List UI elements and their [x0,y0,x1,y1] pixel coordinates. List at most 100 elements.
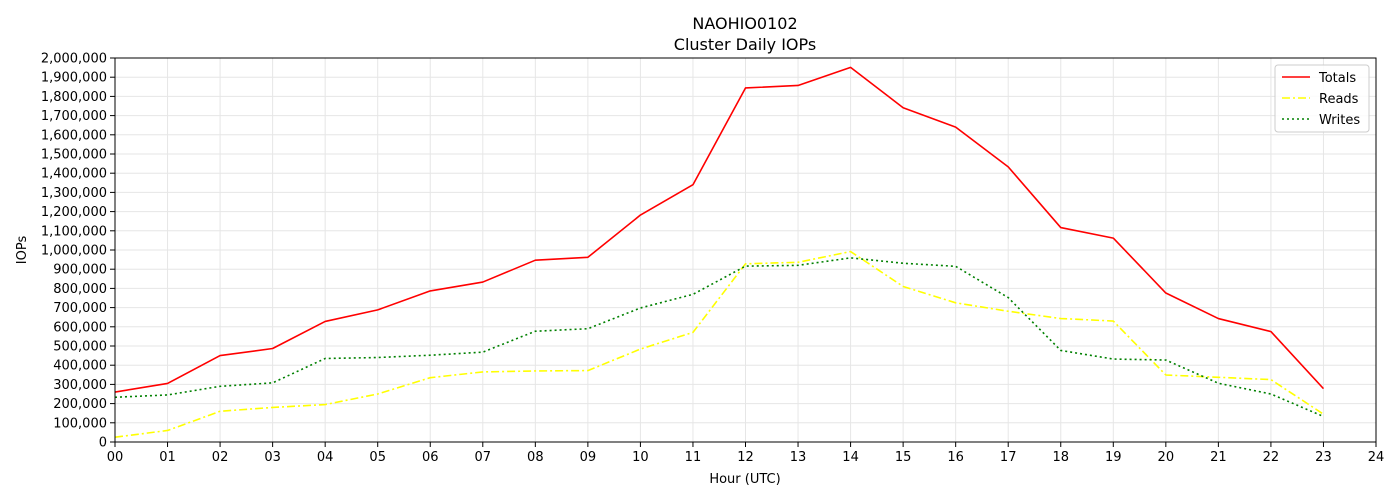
data-point-reads [639,348,641,350]
data-point-writes [377,357,379,359]
data-point-reads [902,285,904,287]
data-point-writes [219,385,221,387]
x-tick-label: 21 [1210,450,1227,465]
data-point-totals [955,126,957,128]
x-tick-label: 24 [1368,450,1385,465]
grid-lines [114,57,1377,443]
data-point-reads [1060,318,1062,320]
y-tick-label: 1,600,000 [41,128,107,143]
y-tick-label: 400,000 [53,359,107,374]
data-point-reads [429,377,431,379]
data-point-writes [272,382,274,384]
y-tick-label: 1,200,000 [41,205,107,220]
x-tick-label: 11 [685,450,702,465]
data-point-writes [1322,415,1324,417]
data-point-totals [429,290,431,292]
x-tick-label: 22 [1263,450,1280,465]
series-line-totals [114,66,1325,393]
data-point-totals [324,320,326,322]
data-point-reads [850,251,852,253]
x-tick-label: 06 [422,450,439,465]
data-point-totals [1112,237,1114,239]
data-point-reads [1165,374,1167,376]
data-point-totals [797,84,799,86]
data-point-totals [1060,227,1062,229]
data-point-reads [1270,379,1272,381]
x-tick-label: 16 [947,450,964,465]
data-point-reads [1217,376,1219,378]
y-tick-label: 0 [99,436,107,451]
data-point-totals [639,214,641,216]
legend: Totals Reads Writes [1274,64,1370,133]
data-point-reads [377,393,379,395]
x-tick-label: 18 [1052,450,1069,465]
data-point-reads [272,406,274,408]
y-tick-label: 100,000 [53,416,107,431]
x-tick-label: 20 [1158,450,1175,465]
y-tick-label: 1,500,000 [41,148,107,163]
data-point-writes [639,307,641,309]
x-tick-label: 07 [475,450,492,465]
y-tick-label: 500,000 [53,340,107,355]
data-point-writes [429,354,431,356]
y-tick-label: 200,000 [53,397,107,412]
y-tick-label: 1,900,000 [41,71,107,86]
y-tick-label: 1,100,000 [41,224,107,239]
data-point-reads [1112,320,1114,322]
data-point-totals [377,309,379,311]
x-tick-label: 12 [737,450,754,465]
data-point-writes [850,257,852,259]
x-tick-label: 23 [1315,450,1332,465]
data-point-reads [797,261,799,263]
x-tick-label: 09 [580,450,597,465]
x-tick-label: 01 [159,450,176,465]
y-tick-label: 600,000 [53,320,107,335]
data-point-totals [1165,292,1167,294]
y-tick-label: 2,000,000 [41,52,107,67]
x-tick-label: 10 [632,450,649,465]
series-line-reads [114,250,1324,438]
data-point-writes [797,264,799,266]
data-point-reads [1322,413,1324,415]
data-point-writes [1217,382,1219,384]
data-point-writes [167,394,169,396]
y-tick-label: 1,400,000 [41,167,107,182]
data-point-writes [1165,359,1167,361]
legend-label-writes: Writes [1319,113,1360,128]
data-point-totals [587,256,589,258]
data-point-totals [482,281,484,283]
y-tick-label: 1,800,000 [41,90,107,105]
x-tick-label: 00 [107,450,124,465]
data-point-writes [745,265,747,267]
data-point-totals [1007,166,1009,168]
data-point-totals [1217,318,1219,320]
y-tick-label: 900,000 [53,263,107,278]
data-point-totals [1322,388,1324,390]
chart-subtitle: Cluster Daily IOPs [674,35,816,54]
y-tick-label: 800,000 [53,282,107,297]
data-point-reads [1007,310,1009,312]
x-tick-label: 17 [1000,450,1017,465]
data-point-totals [1270,331,1272,333]
data-point-reads [692,331,694,333]
data-point-totals [692,184,694,186]
y-tick-label: 1,000,000 [41,244,107,259]
data-point-reads [324,404,326,406]
y-tick-label: 1,700,000 [41,109,107,124]
x-tick-label: 04 [317,450,334,465]
series-lines [114,66,1325,438]
data-point-totals [902,107,904,109]
data-point-reads [745,263,747,265]
data-point-reads [219,410,221,412]
data-point-reads [587,370,589,372]
data-point-writes [1270,393,1272,395]
legend-label-totals: Totals [1318,71,1356,86]
data-point-writes [955,265,957,267]
data-point-totals [272,347,274,349]
data-point-reads [955,302,957,304]
legend-box [1274,64,1370,133]
x-axis-label: Hour (UTC) [709,472,780,487]
data-point-writes [482,351,484,353]
x-tick-label: 14 [842,450,859,465]
